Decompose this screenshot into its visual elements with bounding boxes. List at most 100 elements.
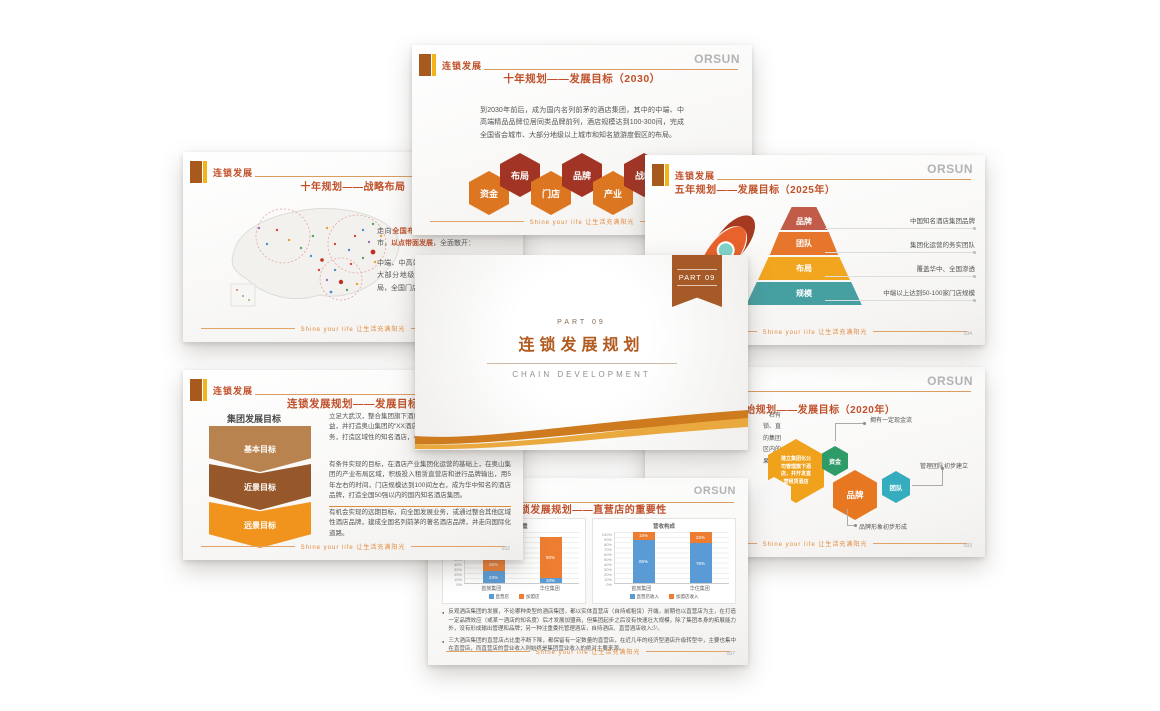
connector-dot xyxy=(941,467,944,470)
y-tick: 30% xyxy=(603,567,612,572)
hexagon-label: 产业 xyxy=(603,188,622,199)
part-ribbon-label: PART 09 xyxy=(676,268,718,286)
slide-cover: PART 09 PART 09 连锁发展规划 CHAIN DEVELOPMENT xyxy=(415,255,748,450)
pyramid-desc: 集团化运营的务实团队 xyxy=(825,239,976,254)
y-tick: 10% xyxy=(603,577,612,582)
page-number: 037 xyxy=(726,651,735,657)
cover-divider xyxy=(486,363,677,364)
bullet-list: ● 反观酒店集团的发展，不论哪种类型的酒店集团，都以实体直营店（自持或租赁）开端，… xyxy=(442,608,736,657)
text-run: ，全面散开： xyxy=(433,240,475,248)
connector-dot xyxy=(863,422,866,425)
pyramid-row: 规模 xyxy=(746,282,862,305)
header-section-label: 连锁发展 xyxy=(213,168,254,178)
bar-label: 80% xyxy=(545,555,555,560)
stacked-bar: 26% 23% xyxy=(482,532,505,583)
hexagon-main-label: 建立集团化公司管理旗下酒店，并开发直营租赁酒店 xyxy=(780,456,811,485)
slide-founding-goal: 连锁发展 ORSUN 创始规划——发展目标（2020年） 右有 锁、直 的集团 … xyxy=(645,367,985,557)
stacked-bar: 15% 85% xyxy=(632,532,655,583)
pyramid-label: 团队 xyxy=(796,239,812,248)
header-accent-bar xyxy=(665,164,669,186)
bar-segment-franchise: 80% xyxy=(539,537,562,578)
x-label: 首旅集团 xyxy=(631,586,652,592)
cover-title: 连锁发展规划 xyxy=(518,337,645,354)
legend-swatch xyxy=(488,594,494,600)
hexagon-label: 团队 xyxy=(889,485,903,492)
y-tick: 30% xyxy=(453,567,462,572)
hexagon-label: 品牌 xyxy=(572,170,591,181)
y-tick: 40% xyxy=(603,562,612,567)
y-tick: 60% xyxy=(603,552,612,557)
annotation-team: 管理团队初步建立 xyxy=(920,464,969,470)
annotation-brand: 品牌形象初步形成 xyxy=(859,525,908,531)
pyramid-label: 布局 xyxy=(796,264,812,273)
x-axis-labels: 首旅集团 华住集团 xyxy=(462,585,579,592)
y-tick: 0% xyxy=(606,582,612,587)
bar-label: 10% xyxy=(545,577,555,583)
bullet-marker: ● xyxy=(442,610,445,615)
header-accent-bar xyxy=(432,54,436,76)
x-label: 首旅集团 xyxy=(481,586,502,592)
header-divider xyxy=(717,391,971,392)
y-tick: 80% xyxy=(603,542,612,547)
page-number: 033 xyxy=(963,543,972,549)
header-divider xyxy=(500,502,734,503)
chevron-label: 基本目标 xyxy=(244,444,276,454)
pyramid-row: 布局 xyxy=(757,257,851,280)
y-tick: 70% xyxy=(603,547,612,552)
pyramid-label: 品牌 xyxy=(796,217,812,226)
legend-label: 加盟店收入 xyxy=(676,594,699,599)
cover-part-label: PART 09 xyxy=(557,319,606,326)
legend-label: 直营店 xyxy=(495,594,510,599)
bullet-text: 三大酒店集团的直营店占比重不断下降，都保留有一定数量的直营店，在近几年的经济型酒… xyxy=(448,637,736,653)
bar-label: 23% xyxy=(488,574,498,580)
header-divider xyxy=(255,394,509,395)
hexagon-label: 品牌 xyxy=(846,490,864,500)
orsun-logo: ORSUN xyxy=(927,162,973,176)
hexagon-decor xyxy=(757,477,791,515)
legend-label: 加盟店 xyxy=(526,594,540,599)
footer-tagline: Shine your life 让生活充满阳光 xyxy=(300,545,406,551)
legend-swatch xyxy=(629,594,635,600)
bar-label: 26% xyxy=(488,562,498,568)
header-section-label: 连锁发展 xyxy=(442,61,483,71)
pyramid-desc: 覆盖华中、全国渗透 xyxy=(825,263,976,278)
legend-label: 直营店收入 xyxy=(636,594,660,599)
page-number: 034 xyxy=(963,331,972,337)
chevron-label: 近景目标 xyxy=(244,482,276,492)
connector-line xyxy=(847,509,848,525)
chart-title: 营收构成 xyxy=(652,524,675,530)
hexagon-label: 布局 xyxy=(510,170,529,181)
bar-label: 85% xyxy=(638,558,648,564)
x-label: 华住集团 xyxy=(539,586,560,592)
connector-line xyxy=(847,525,855,526)
slide-footer: Shine your life 让生活充满阳光 xyxy=(446,647,731,656)
footer-line xyxy=(201,328,295,329)
cover-text-block: PART 09 连锁发展规划 CHAIN DEVELOPMENT xyxy=(415,319,748,379)
header-divider xyxy=(717,179,971,180)
orsun-logo: ORSUN xyxy=(927,374,973,388)
pyramid-row: 团队 xyxy=(769,232,839,255)
chart-plot-area: 100% 90% 80% 70% 60% 50% 40% 30% 20% 10% 0% 15% 85… xyxy=(599,532,729,587)
header-divider xyxy=(255,176,509,177)
bar-segment-direct: 10% xyxy=(539,577,562,583)
header-section-label: 连锁发展 xyxy=(675,171,716,181)
header-accent-square xyxy=(190,161,202,183)
text-run: 市， xyxy=(377,240,391,248)
footer-tagline: Shine your life 让生活充满阳光 xyxy=(762,330,868,336)
footer-line xyxy=(201,546,295,547)
legend-item: 直营店收入 xyxy=(629,594,660,600)
legend-swatch xyxy=(669,594,674,600)
slide-title: 十年规划——发展目标（2030） xyxy=(503,73,661,85)
hexagon-label: 战略 xyxy=(634,170,653,181)
y-tick: 20% xyxy=(453,572,462,577)
header-section-label: 连锁发展 xyxy=(213,386,254,396)
footer-line xyxy=(411,546,506,547)
annotation-cash: 拥有一定现金流 xyxy=(870,418,913,424)
chevron-label: 远景目标 xyxy=(244,520,276,530)
text-run-bold: 全国布局 xyxy=(392,228,423,235)
footer-tagline: Shine your life 让生活充满阳光 xyxy=(762,542,868,548)
bullet-marker: ● xyxy=(442,638,445,644)
hexagon-label: 门店 xyxy=(541,188,560,199)
china-map xyxy=(230,208,400,307)
